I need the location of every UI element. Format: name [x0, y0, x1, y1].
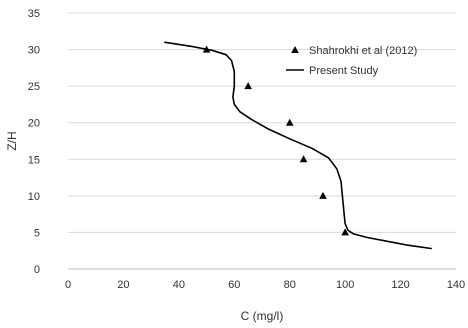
y-tick-label-0: 0	[34, 264, 40, 276]
x-tick-label-0: 0	[65, 279, 71, 291]
x-tick-label-2: 40	[173, 279, 185, 291]
y-axis-title: Z/H	[5, 131, 19, 150]
x-tick-label-6: 120	[391, 279, 409, 291]
tick-labels: 0 20 40 60 80 100 120 140 0 5 10 15 20 25 30 35	[28, 8, 465, 291]
x-tick-label-3: 60	[228, 279, 240, 291]
x-tick-label-4: 80	[284, 279, 296, 291]
data-point-4	[319, 191, 327, 199]
data-point-5	[341, 228, 349, 236]
y-tick-label-6: 30	[28, 45, 40, 57]
gridlines	[68, 12, 456, 233]
legend-label-present-study: Present Study	[309, 65, 379, 77]
axis-titles: C (mg/l) Z/H	[5, 131, 283, 323]
x-tick-label-1: 20	[117, 279, 129, 291]
legend-item-shahrokhi: Shahrokhi et al (2012)	[291, 45, 417, 57]
x-tick-label-7: 140	[447, 279, 465, 291]
data-point-3	[299, 155, 308, 163]
y-tick-label-4: 20	[28, 118, 40, 130]
data-point-2	[285, 118, 294, 126]
x-axis-title: C (mg/l)	[241, 309, 284, 323]
series-line-present-study	[164, 41, 432, 250]
legend-label-shahrokhi: Shahrokhi et al (2012)	[309, 45, 417, 57]
x-tick-label-5: 100	[336, 279, 354, 291]
data-point-1	[244, 82, 252, 90]
y-tick-label-7: 35	[28, 8, 40, 20]
legend-triangle-marker	[291, 46, 299, 53]
plot-area	[164, 41, 432, 250]
y-tick-label-3: 15	[28, 154, 40, 166]
y-tick-label-2: 10	[28, 191, 40, 203]
y-tick-label-5: 25	[28, 81, 40, 93]
legend-item-present-study: Present Study	[286, 65, 379, 77]
y-tick-label-1: 5	[34, 227, 40, 239]
legend: Shahrokhi et al (2012) Present Study	[286, 45, 417, 77]
